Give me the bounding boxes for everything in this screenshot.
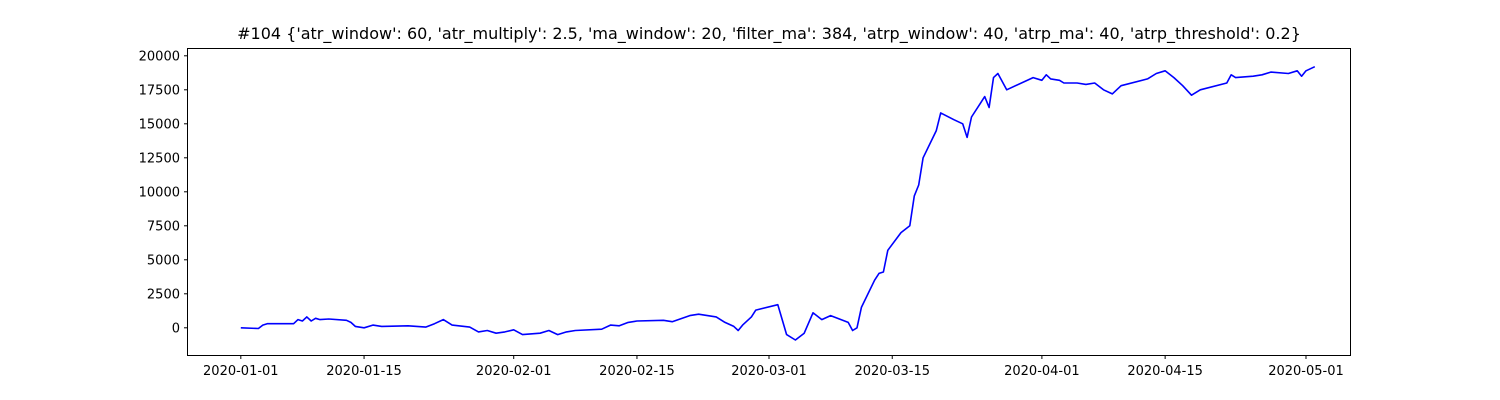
- x-tick-label: 2020-03-15: [854, 364, 930, 379]
- y-tick-label: 0: [172, 321, 180, 336]
- y-tick-label: 2500: [147, 287, 180, 302]
- y-tick-label: 5000: [147, 253, 180, 268]
- x-tick-label: 2020-04-01: [1004, 364, 1080, 379]
- series-layer: [240, 65, 1316, 341]
- plot-area: 2020-01-01 2020-01-15 2020-02-01 2020-02-15…: [139, 48, 1351, 379]
- x-tick-label: 2020-01-15: [326, 364, 402, 379]
- chart-title: #104 {'atr_window': 60, 'atr_multiply': …: [237, 24, 1301, 44]
- y-axis: 0 2500 5000 7500 10000 12500 15000 17500 20000: [139, 49, 188, 336]
- y-tick-label: 20000: [139, 49, 180, 64]
- y-tick-label: 10000: [139, 185, 180, 200]
- plot-frame: [187, 48, 1351, 356]
- y-tick-label: 12500: [139, 151, 180, 166]
- x-tick-label: 2020-04-15: [1127, 364, 1203, 379]
- x-tick-label: 2020-05-01: [1268, 364, 1344, 379]
- series-line-0: [240, 65, 1316, 341]
- x-tick-label: 2020-02-15: [599, 364, 675, 379]
- x-axis: 2020-01-01 2020-01-15 2020-02-01 2020-02-15…: [203, 355, 1344, 379]
- y-tick-label: 15000: [139, 117, 180, 132]
- y-tick-label: 17500: [139, 83, 180, 98]
- x-tick-label: 2020-01-01: [203, 364, 279, 379]
- x-tick-label: 2020-02-01: [476, 364, 552, 379]
- y-tick-label: 7500: [147, 219, 180, 234]
- x-tick-label: 2020-03-01: [731, 364, 807, 379]
